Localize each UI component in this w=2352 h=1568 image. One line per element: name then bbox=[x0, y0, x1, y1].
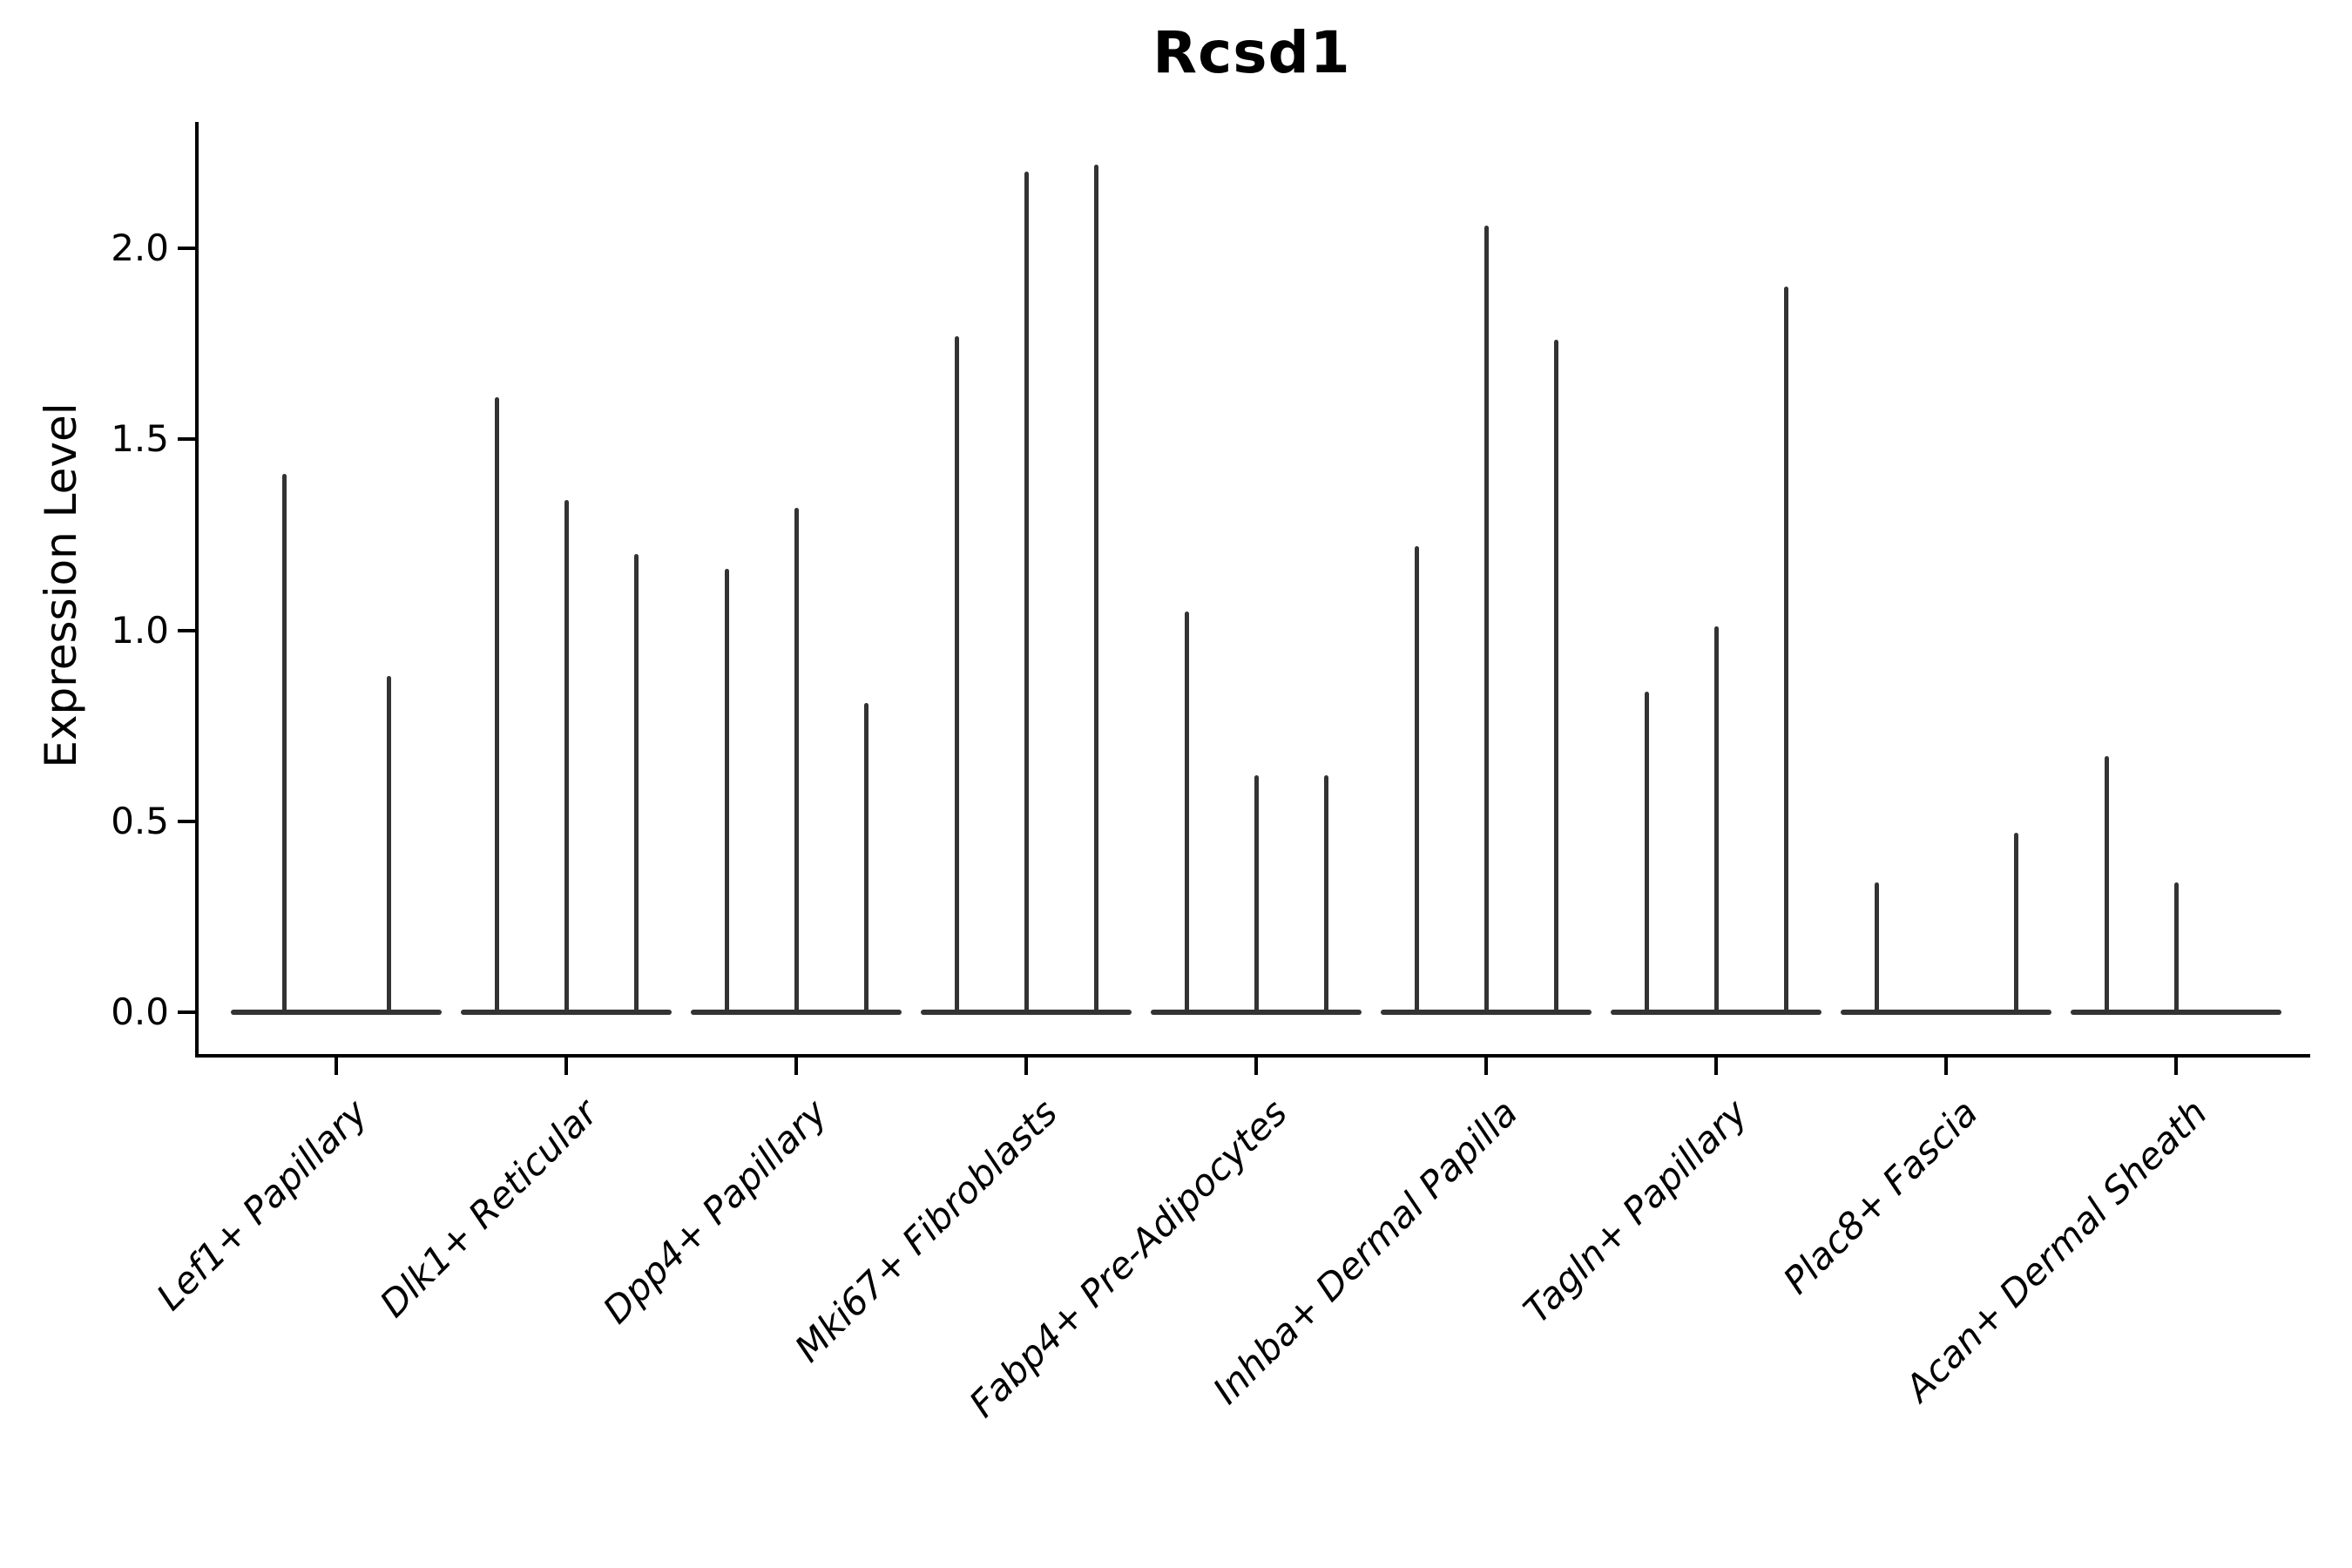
violin-spike bbox=[1024, 172, 1029, 1015]
violin-base bbox=[1841, 1010, 2051, 1015]
x-tick-mark bbox=[794, 1058, 798, 1075]
x-category-label: Lef1+ Papillary bbox=[148, 1091, 376, 1319]
y-tick-mark bbox=[178, 247, 195, 250]
violin-spike bbox=[1713, 626, 1719, 1015]
violin-spike bbox=[1553, 340, 1558, 1015]
violin-spike bbox=[724, 569, 729, 1015]
x-category-label: Dlk1+ Reticular bbox=[371, 1091, 606, 1326]
x-tick-mark bbox=[1254, 1058, 1258, 1075]
violin-spike bbox=[2104, 756, 2109, 1015]
violin-base bbox=[231, 1010, 442, 1015]
y-tick-label: 1.5 bbox=[111, 417, 169, 461]
y-tick-mark bbox=[178, 1010, 195, 1014]
x-category-label: Mki67+ Fibroblasts bbox=[786, 1091, 1066, 1370]
violin-spike bbox=[863, 702, 868, 1015]
y-tick-mark bbox=[178, 437, 195, 442]
violin-spike bbox=[1644, 691, 1649, 1015]
y-tick-label: 1.0 bbox=[111, 608, 169, 652]
violin-spike bbox=[954, 335, 959, 1015]
x-tick-mark bbox=[1714, 1058, 1718, 1075]
violin-spike bbox=[494, 397, 499, 1015]
violin-spike bbox=[1414, 546, 1419, 1015]
violin-spike bbox=[2013, 832, 2018, 1015]
x-tick-mark bbox=[1024, 1058, 1028, 1075]
violin-spike bbox=[564, 500, 569, 1015]
x-tick-mark bbox=[335, 1058, 338, 1075]
x-tick-mark bbox=[564, 1058, 568, 1075]
violin-spike bbox=[1254, 775, 1259, 1015]
violin-spike bbox=[2173, 882, 2179, 1015]
violin-spike bbox=[1783, 286, 1788, 1015]
x-tick-mark bbox=[1944, 1058, 1948, 1075]
violin-spike bbox=[1093, 164, 1098, 1015]
x-category-label: Plac8+ Fascia bbox=[1774, 1091, 1986, 1302]
x-category-label: Tagln+ Papillary bbox=[1515, 1091, 1756, 1332]
x-axis-spine bbox=[195, 1054, 2310, 1058]
y-tick-label: 2.0 bbox=[111, 226, 169, 269]
y-tick-mark bbox=[178, 819, 195, 823]
violin-spike bbox=[794, 508, 799, 1015]
violin-spike bbox=[1484, 225, 1489, 1015]
violin-spike bbox=[281, 473, 287, 1015]
violin-spike bbox=[1184, 611, 1189, 1015]
x-tick-mark bbox=[1484, 1058, 1488, 1075]
x-tick-mark bbox=[2174, 1058, 2178, 1075]
plot-title: Rcsd1 bbox=[1152, 19, 1351, 86]
violin-spike bbox=[633, 553, 639, 1015]
x-category-label: Dpp4+ Papillary bbox=[595, 1091, 836, 1332]
violin-spike bbox=[1874, 882, 1879, 1015]
y-axis-spine bbox=[195, 122, 199, 1058]
violin-spike bbox=[1323, 775, 1328, 1015]
y-tick-mark bbox=[178, 628, 195, 632]
y-tick-label: 0.5 bbox=[111, 799, 169, 842]
y-tick-label: 0.0 bbox=[111, 990, 169, 1033]
violin-spike bbox=[386, 676, 391, 1015]
